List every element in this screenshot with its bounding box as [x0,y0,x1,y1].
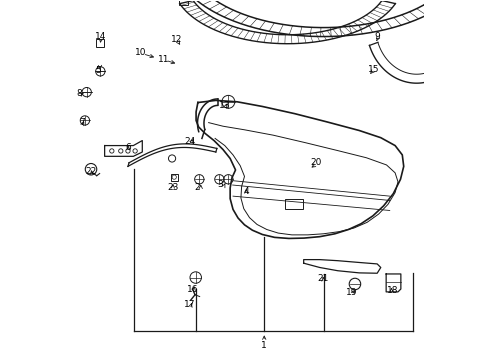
Text: 24: 24 [184,137,195,146]
Text: 9: 9 [373,32,379,41]
Text: 19: 19 [346,288,357,297]
Text: 23: 23 [167,183,178,192]
Text: 6: 6 [125,143,131,152]
Text: 15: 15 [367,65,379,74]
Text: 20: 20 [310,158,321,167]
Text: 5: 5 [95,66,101,75]
Text: 10: 10 [135,48,146,57]
Text: 14: 14 [95,32,106,41]
Text: 1: 1 [261,341,266,350]
Text: 21: 21 [317,274,328,283]
Text: 2: 2 [194,183,200,192]
Text: 22: 22 [85,167,97,176]
Bar [96,39,104,47]
Text: 17: 17 [184,300,195,309]
Text: 12: 12 [170,35,182,44]
Text: 18: 18 [386,286,397,295]
Text: 16: 16 [186,284,198,293]
Text: 3: 3 [217,180,223,189]
Text: 4: 4 [243,187,248,196]
Text: 7: 7 [80,118,85,127]
Text: 13: 13 [219,101,230,110]
Text: 8: 8 [77,89,82,98]
Bar [285,199,302,210]
Bar [179,0,187,5]
Text: 11: 11 [158,55,169,64]
Bar [170,174,178,181]
